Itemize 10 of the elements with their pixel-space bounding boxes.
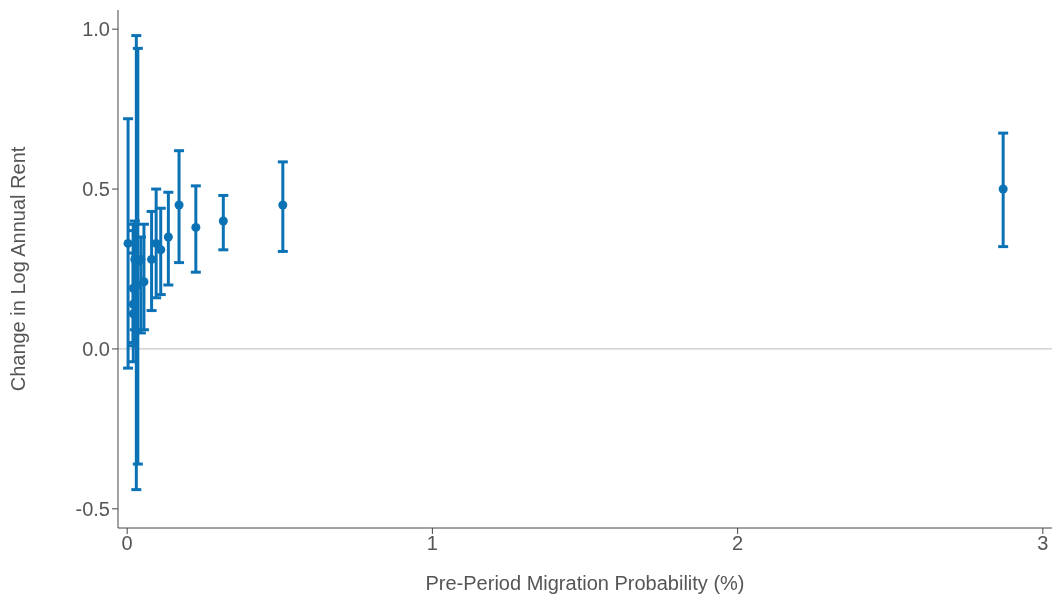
y-tick-label: 0.0 bbox=[82, 338, 110, 361]
x-tick-label: 1 bbox=[426, 532, 438, 555]
x-tick-label: 0 bbox=[121, 532, 133, 555]
y-tick-label: -0.5 bbox=[75, 497, 110, 520]
x-tick-label: 2 bbox=[732, 532, 744, 555]
y-tick-label: 0.5 bbox=[82, 178, 110, 201]
y-tick-label: 1.0 bbox=[82, 18, 110, 41]
x-tick-label: 3 bbox=[1037, 532, 1049, 555]
x-axis-title: Pre-Period Migration Probability (%) bbox=[425, 572, 745, 594]
y-axis-title: Change in Log Annual Rent bbox=[7, 146, 30, 392]
